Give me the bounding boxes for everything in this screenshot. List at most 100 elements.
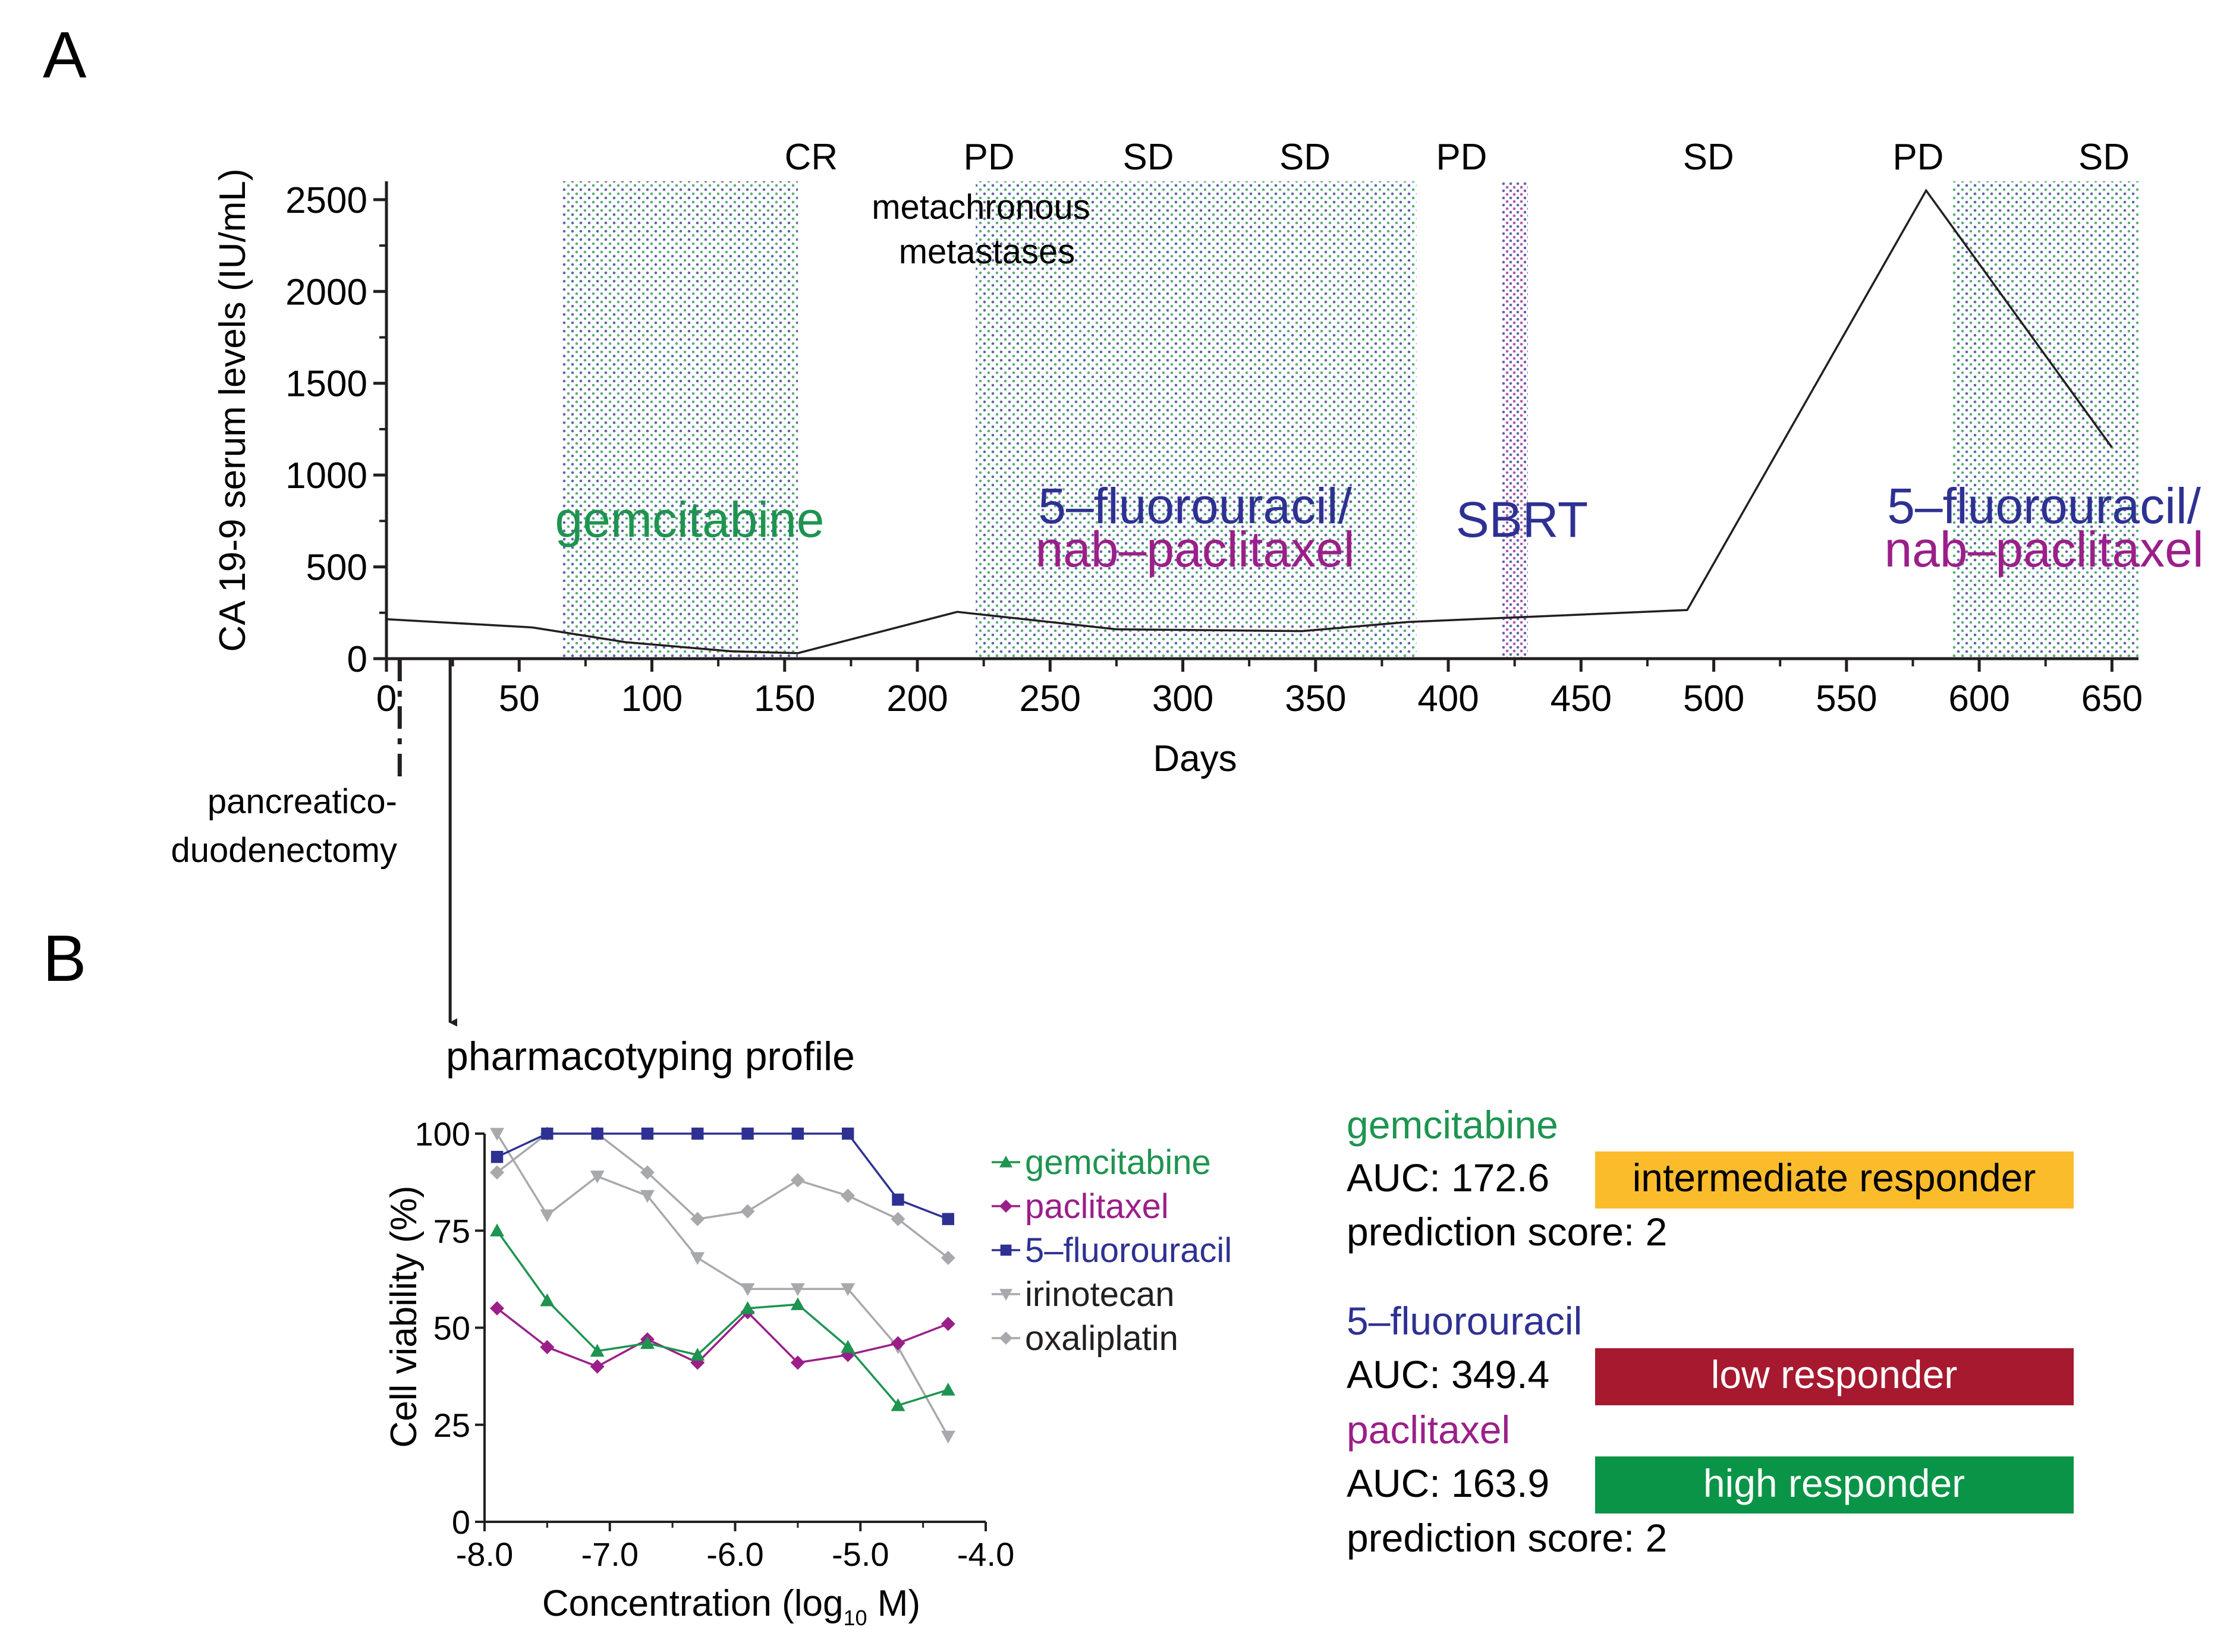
- surgery-label-line2: duodenectomy: [171, 831, 397, 870]
- treatment-label-5fu-line1: 5–fluorouracil/: [1038, 478, 1352, 534]
- data-point: [490, 1165, 505, 1180]
- paclitaxel-auc: AUC: 163.9: [1347, 1461, 1549, 1505]
- data-point: [791, 1127, 804, 1140]
- data-point: [790, 1283, 805, 1297]
- response-label: SD: [1279, 137, 1331, 178]
- data-point: [941, 1430, 955, 1444]
- treatment-label-5fu-line1: 5–fluorouracil/: [1887, 478, 2201, 534]
- data-point: [540, 1293, 555, 1307]
- data-point: [740, 1204, 755, 1219]
- treatment-label-nab-line2: nab–paclitaxel: [1884, 521, 2203, 577]
- b-y-tick-label: 50: [433, 1310, 470, 1347]
- a-x-tick-label: 250: [1020, 678, 1081, 719]
- a-x-tick-label: 500: [1683, 678, 1744, 719]
- treatment-band: [1952, 181, 2138, 659]
- data-point: [490, 1150, 504, 1163]
- b-y-axis-label: Cell viability (%): [383, 1186, 424, 1448]
- series-line: [496, 1132, 949, 1220]
- data-point: [1000, 1244, 1012, 1256]
- data-point: [540, 1209, 555, 1223]
- fluorouracil-badge-label: low responder: [1711, 1352, 1958, 1396]
- a-x-tick-label: 450: [1551, 678, 1612, 719]
- data-point: [942, 1213, 954, 1225]
- data-point: [690, 1252, 705, 1265]
- treatment-label-sbrt: SBRT: [1456, 492, 1589, 547]
- data-point: [591, 1127, 603, 1140]
- data-point: [999, 1332, 1012, 1345]
- a-x-tick-label: 150: [754, 678, 815, 719]
- metastases-label-line2: metastases: [899, 232, 1075, 271]
- series-line: [496, 1132, 949, 1259]
- response-label: CR: [785, 137, 838, 178]
- fluorouracil-badge-bg: [1595, 1348, 2074, 1405]
- a-x-tick-label: 50: [499, 678, 540, 719]
- a-x-tick-label: 400: [1417, 678, 1479, 719]
- paclitaxel-badge-bg: [1595, 1456, 2074, 1513]
- paclitaxel-badge-label: high responder: [1703, 1461, 1965, 1505]
- pharmacotyping-title: pharmacotyping profile: [446, 1034, 855, 1079]
- gemcitabine-badge-bg: [1595, 1151, 2074, 1209]
- data-point: [541, 1127, 554, 1140]
- gemcitabine-auc: AUC: 172.6: [1347, 1156, 1549, 1200]
- legend-label: irinotecan: [1025, 1275, 1174, 1314]
- data-point: [790, 1355, 805, 1370]
- panel-label-b: B: [43, 922, 86, 995]
- legend-label: 5–fluorouracil: [1025, 1231, 1232, 1270]
- data-point: [740, 1301, 755, 1314]
- data-point: [790, 1297, 805, 1310]
- ca199-series-line: [386, 188, 2113, 654]
- data-point: [999, 1289, 1012, 1301]
- a-x-tick-label: 350: [1285, 678, 1346, 719]
- data-point: [490, 1223, 505, 1236]
- response-label: PD: [964, 137, 1015, 178]
- data-point: [640, 1190, 655, 1203]
- data-point: [941, 1316, 955, 1331]
- responder-summary: gemcitabine AUC: 172.6 intermediate resp…: [1347, 1103, 2074, 1560]
- b-x-axis-label-sub: 10: [844, 1606, 867, 1630]
- a-y-tick-label: 0: [347, 639, 367, 680]
- data-point: [741, 1127, 754, 1140]
- b-x-tick-label: -8.0: [456, 1535, 514, 1573]
- series-line: [496, 1133, 949, 1437]
- response-label: PD: [1892, 137, 1943, 178]
- b-x-tick-label: -7.0: [581, 1535, 639, 1573]
- b-x-tick-label: -6.0: [706, 1535, 764, 1573]
- data-point: [841, 1188, 856, 1203]
- a-x-tick-label: 200: [886, 678, 948, 719]
- series-oxaliplatin: [490, 1126, 955, 1265]
- data-point: [690, 1212, 705, 1226]
- data-point: [941, 1382, 955, 1396]
- legend-label: oxaliplatin: [1025, 1319, 1178, 1358]
- data-point: [891, 1212, 905, 1226]
- series-5–fluorouracil: [490, 1127, 954, 1225]
- data-point: [691, 1127, 704, 1140]
- treatment-band: [561, 181, 798, 659]
- a-y-tick-label: 1500: [285, 364, 367, 405]
- series-irinotecan: [490, 1128, 955, 1444]
- data-point: [891, 1336, 905, 1351]
- b-x-axis-label: Concentration (log10 M): [542, 1583, 920, 1630]
- a-y-tick-label: 1000: [285, 455, 367, 496]
- gemcitabine-badge-label: intermediate responder: [1633, 1156, 2036, 1200]
- surgery-label-line1: pancreatico-: [207, 782, 397, 821]
- data-point: [790, 1173, 805, 1188]
- data-point: [540, 1340, 555, 1355]
- legend-label: gemcitabine: [1025, 1143, 1211, 1182]
- a-x-tick-label: 100: [621, 678, 683, 719]
- a-y-tick-label: 500: [306, 547, 367, 589]
- response-label: SD: [2078, 137, 2130, 178]
- treatment-label-gemcitabine: gemcitabine: [555, 492, 825, 547]
- data-point: [590, 1359, 605, 1374]
- data-point: [892, 1193, 904, 1206]
- b-x-tick-label: -4.0: [957, 1535, 1015, 1573]
- a-x-tick-label: 300: [1152, 678, 1213, 719]
- treatment-label-nab-line2: nab–paclitaxel: [1035, 521, 1354, 577]
- ca199-chart: gemcitabine 5–fluorouracil/nab–paclitaxel…: [171, 137, 2204, 1027]
- data-point: [841, 1340, 856, 1353]
- treatment-band: [976, 181, 1417, 659]
- data-point: [999, 1156, 1012, 1168]
- fluorouracil-auc: AUC: 349.4: [1347, 1352, 1549, 1396]
- b-y-tick-label: 75: [433, 1212, 470, 1250]
- data-point: [740, 1283, 755, 1297]
- data-point: [590, 1343, 605, 1357]
